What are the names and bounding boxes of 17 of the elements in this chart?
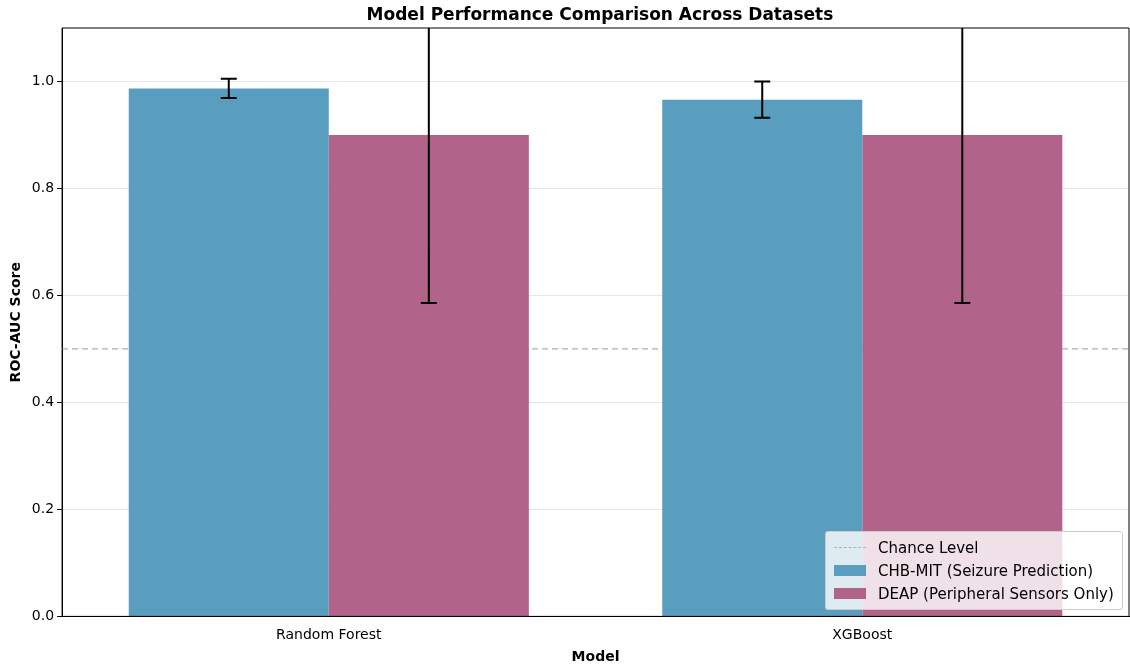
y-tick-label: 0.6 xyxy=(31,286,55,303)
legend-label: Chance Level xyxy=(878,538,979,557)
bar xyxy=(662,99,863,616)
x-tick-label: Random Forest xyxy=(276,626,382,643)
chart-title: Model Performance Comparison Across Datasets xyxy=(365,4,835,24)
y-axis-title: ROC-AUC Score xyxy=(7,261,24,383)
y-tick-label: 1.0 xyxy=(31,72,55,89)
y-tick-label: 0.8 xyxy=(31,179,55,196)
y-tick-label: 0.4 xyxy=(31,393,55,410)
x-axis-title: Model xyxy=(571,648,620,665)
bar xyxy=(128,88,329,616)
y-tick-label: 0.0 xyxy=(31,607,55,624)
legend-label: CHB-MIT (Seizure Prediction) xyxy=(878,561,1094,580)
bar xyxy=(328,134,529,616)
x-tick-label: XGBoost xyxy=(832,626,893,643)
legend-label: DEAP (Peripheral Sensors Only) xyxy=(878,584,1114,603)
y-tick-label: 0.2 xyxy=(31,500,55,517)
